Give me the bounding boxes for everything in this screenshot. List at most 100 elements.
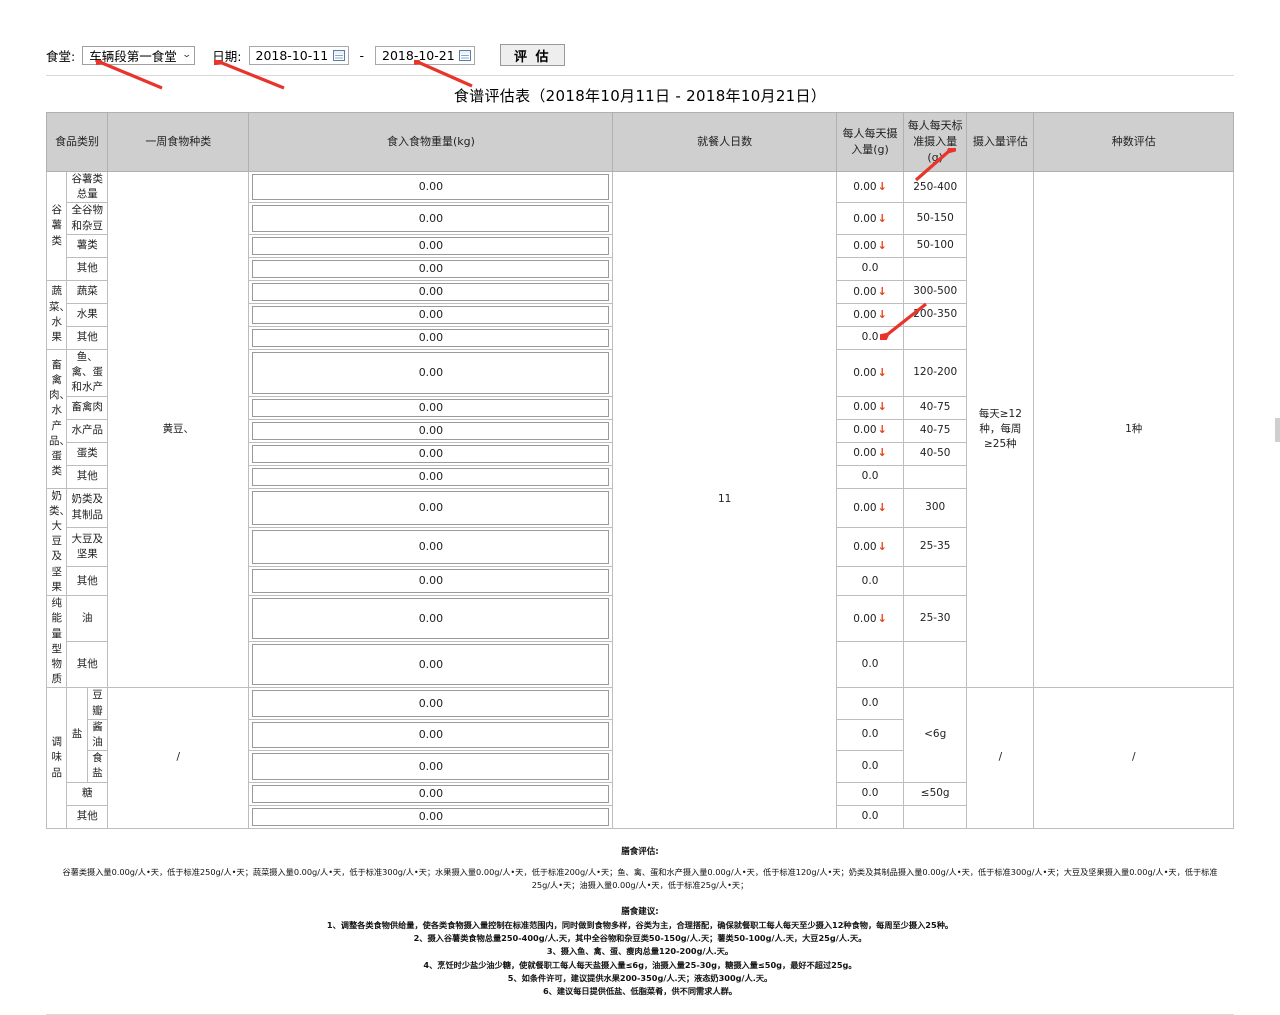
table-row: 其他 0.00 0.0 xyxy=(47,464,1234,489)
standard-intake-value xyxy=(903,325,968,350)
arrow-down-icon: ↓ xyxy=(877,500,887,514)
page-title: 食谱评估表（2018年10月11日 - 2018年10月21日） xyxy=(453,87,827,105)
category-sub-name: 谷薯类总量 xyxy=(66,170,109,204)
standard-intake-value: 40-50 xyxy=(903,441,968,466)
standard-intake-value: 250-400 xyxy=(903,170,968,204)
assessment-heading: 膳食评估: xyxy=(621,846,659,857)
table-row: 谷薯类 谷薯类总量 黄豆、 0.00 11 0.00↓ 250-400 每天≥12种，每周≥2… xyxy=(45,170,1234,829)
food-weight-cell: 0.00 xyxy=(248,256,614,281)
food-weight-value: 0.00 xyxy=(252,328,610,347)
canteen-select[interactable]: 车辆段第一食堂 ⌄ xyxy=(82,45,196,65)
food-weight-value: 0.00 xyxy=(252,490,610,525)
chevron-down-icon: ⌄ xyxy=(181,50,192,60)
category-sub-name: 油 xyxy=(66,595,109,643)
calendar-icon[interactable] xyxy=(332,49,345,61)
start-date-input[interactable]: 2018-10-11 xyxy=(248,45,349,65)
food-weight-cell: 0.00 xyxy=(248,441,614,466)
standard-intake-value xyxy=(903,641,968,689)
advice-item: 4、烹饪时少盐少油少糖，使就餐职工每人每天盐摄入量≤6g，油摄入量25-30g，… xyxy=(423,959,857,970)
header-daily-intake: 每人每天摄入量(g) xyxy=(835,112,905,172)
arrow-down-icon: ↓ xyxy=(877,446,887,460)
intake-eval-value: 每天≥12种，每周≥25种 xyxy=(966,170,1035,689)
week-kinds-value: 黄豆、 xyxy=(107,170,250,689)
food-weight-cell: 0.00 xyxy=(248,302,614,327)
daily-intake-value: 0.0 xyxy=(861,810,879,823)
arrow-down-icon: ↓ xyxy=(877,539,887,553)
daily-intake-cell: 0.0 xyxy=(835,256,905,281)
daily-intake-cell: 0.0 xyxy=(835,804,905,829)
arrow-down-icon: ↓ xyxy=(877,611,887,625)
category-sub-name: 其他 xyxy=(66,325,109,350)
category-group-name: 畜禽肉、水产品、蛋类 xyxy=(45,348,70,489)
table-row: 其他 0.00 0.0 xyxy=(47,804,1234,829)
end-date-value: 2018-10-21 xyxy=(382,47,455,63)
daily-intake-value: 0.00 xyxy=(853,308,877,321)
category-sub-name: 酱油 xyxy=(86,718,109,752)
table-body: 谷薯类 谷薯类总量 黄豆、 0.00 11 0.00↓ 250-400 每天≥12种，每周≥2… xyxy=(45,170,1234,829)
table-row: 蔬菜、水果 蔬菜 0.00 0.00↓ 300-500 xyxy=(45,279,1234,350)
category-sub-name: 其他 xyxy=(66,566,109,597)
category-group-name: 蔬菜、水果 xyxy=(45,279,70,350)
standard-intake-value xyxy=(903,566,968,597)
food-weight-cell: 0.00 xyxy=(248,526,614,568)
advice-item: 3、摄入鱼、禽、蛋、瘦肉总量120-200g/人.天。 xyxy=(546,946,734,957)
food-weight-cell: 0.00 xyxy=(248,781,614,806)
food-weight-cell: 0.00 xyxy=(248,395,614,420)
header-dining-person-days: 就餐人日数 xyxy=(612,112,837,172)
food-weight-value: 0.00 xyxy=(252,807,610,826)
daily-intake-cell: 0.00↓ xyxy=(835,526,905,568)
food-weight-value: 0.00 xyxy=(252,351,610,394)
food-weight-cell: 0.00 xyxy=(248,687,614,720)
salt-subgroup-label: 盐 xyxy=(66,687,88,783)
food-weight-value: 0.00 xyxy=(252,467,610,486)
end-date-input[interactable]: 2018-10-21 xyxy=(375,45,476,65)
scrollbar-thumb[interactable] xyxy=(1275,418,1280,442)
food-weight-cell: 0.00 xyxy=(248,170,614,204)
standard-intake-value: 50-150 xyxy=(903,202,968,235)
date-range-separator: - xyxy=(359,47,365,63)
advice-heading: 膳食建议: xyxy=(621,906,659,917)
table-row: 大豆及坚果 0.00 0.00↓ 25-35 xyxy=(47,526,1234,568)
food-weight-value: 0.00 xyxy=(252,282,610,301)
daily-intake-value: 0.00 xyxy=(853,366,877,379)
evaluate-button[interactable]: 评 估 xyxy=(500,44,565,66)
table-header: 食品类别 一周食物种类 食入食物重量(kg) 就餐人日数 每人每天摄入量(g) … xyxy=(45,112,1234,172)
arrow-down-icon: ↓ xyxy=(877,400,887,414)
start-date-value: 2018-10-11 xyxy=(255,47,329,63)
category-group-name: 谷薯类 xyxy=(45,171,68,281)
daily-intake-cell: 0.00↓ xyxy=(835,233,905,258)
table-row: 调味品盐豆瓣/0.00 0.0 <6g / / xyxy=(45,687,1234,829)
daily-intake-cell: 0.00↓ xyxy=(835,395,905,420)
header-category: 食品类别 xyxy=(45,112,109,172)
food-weight-value: 0.00 xyxy=(252,644,610,686)
daily-intake-value: 0.0 xyxy=(861,262,879,275)
standard-intake-value: 40-75 xyxy=(903,418,968,443)
food-weight-cell: 0.00 xyxy=(248,718,614,752)
daily-intake-value: 0.0 xyxy=(861,759,879,772)
standard-intake-value: 300 xyxy=(903,487,968,528)
daily-intake-value: 0.0 xyxy=(861,728,879,741)
standard-intake-value: 50-100 xyxy=(903,233,968,258)
food-weight-cell: 0.00 xyxy=(248,202,614,235)
dining-person-days-value: 11 xyxy=(612,171,837,829)
food-weight-cell: 0.00 xyxy=(248,641,614,689)
header-intake-eval: 摄入量评估 xyxy=(966,112,1035,172)
food-weight-value: 0.00 xyxy=(252,569,610,594)
food-weight-cell: 0.00 xyxy=(248,750,614,783)
header-standard-intake: 每人每天标准摄入量(g) xyxy=(903,112,968,172)
food-weight-value: 0.00 xyxy=(252,398,610,417)
daily-intake-value: 0.00 xyxy=(853,212,877,225)
calendar-icon[interactable] xyxy=(459,49,472,61)
header-week-kinds: 一周食物种类 xyxy=(107,112,250,172)
daily-intake-cell: 0.0 xyxy=(835,718,905,752)
food-weight-cell: 0.00 xyxy=(248,233,614,258)
advice-item: 2、摄入谷薯类食物总量250-400g/人.天，其中全谷物和杂豆类50-150g… xyxy=(413,933,867,944)
daily-intake-value: 0.00 xyxy=(853,424,877,437)
daily-intake-value: 0.0 xyxy=(861,469,879,482)
category-sub-name: 大豆及坚果 xyxy=(66,526,109,568)
category-sub-name: 全谷物和杂豆 xyxy=(66,202,109,235)
food-weight-value: 0.00 xyxy=(252,259,610,278)
daily-intake-value: 0.0 xyxy=(861,331,879,344)
arrow-down-icon: ↓ xyxy=(877,365,887,379)
kinds-eval-value: / xyxy=(1033,687,1234,829)
